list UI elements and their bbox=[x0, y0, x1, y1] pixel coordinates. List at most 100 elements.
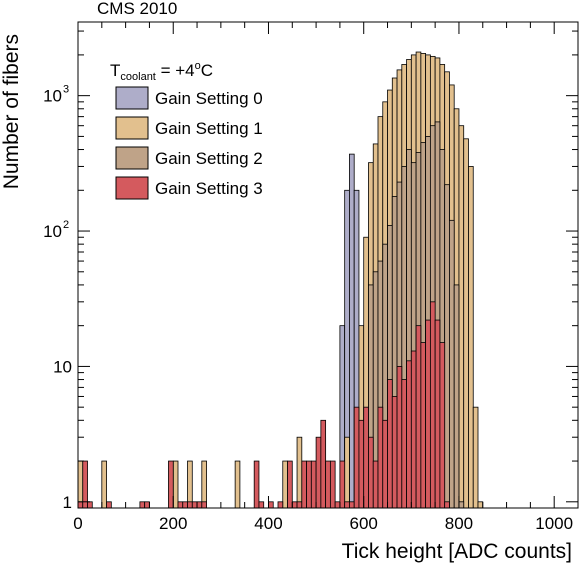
x-tick-label: 0 bbox=[73, 514, 82, 533]
histogram-bin bbox=[82, 460, 88, 509]
histogram-bin bbox=[201, 460, 207, 509]
legend-swatch bbox=[115, 146, 149, 170]
histogram-bin bbox=[329, 460, 336, 509]
histogram-bin bbox=[429, 301, 436, 509]
histogram-bin bbox=[234, 460, 241, 509]
chart-header: CMS 2010 bbox=[97, 0, 177, 18]
histogram-bin bbox=[334, 501, 341, 509]
histogram-bin bbox=[425, 319, 431, 509]
histogram-bin bbox=[177, 501, 184, 509]
plot-frame bbox=[77, 21, 579, 509]
y-tick-exponent: 3 bbox=[63, 84, 69, 96]
x-tick-label: 400 bbox=[254, 514, 282, 533]
histogram-bin bbox=[387, 379, 393, 509]
histogram-bin bbox=[344, 436, 350, 509]
histogram-bin bbox=[372, 460, 379, 509]
histogram-bin bbox=[187, 460, 193, 509]
y-tick-label: 10 bbox=[43, 87, 62, 106]
legend-item: Gain Setting 2 bbox=[115, 146, 263, 170]
axis-ticks bbox=[77, 22, 579, 508]
histogram-bin bbox=[306, 460, 312, 509]
histogram-bin bbox=[344, 501, 350, 509]
histogram-bin bbox=[287, 460, 293, 509]
legend-swatch bbox=[115, 86, 149, 110]
histogram-bin bbox=[191, 501, 198, 509]
histogram-bin bbox=[339, 460, 346, 509]
histogram-bin bbox=[349, 501, 355, 509]
histogram-bin bbox=[282, 460, 288, 509]
histogram-bin bbox=[296, 436, 303, 509]
x-axis-label: Tick height [ADC counts] bbox=[342, 540, 572, 563]
histogram-bin bbox=[363, 406, 369, 509]
histogram-bars bbox=[77, 51, 484, 509]
histogram-bin bbox=[182, 501, 188, 509]
histogram-bin bbox=[449, 219, 455, 509]
histogram-bin bbox=[458, 125, 465, 509]
legend-label: Gain Setting 2 bbox=[155, 149, 263, 168]
histogram-bin bbox=[410, 350, 417, 509]
histogram-bin bbox=[406, 360, 412, 509]
histogram-bin bbox=[77, 501, 84, 509]
legend-item: Gain Setting 3 bbox=[115, 176, 263, 200]
y-tick-exponent: 2 bbox=[63, 219, 69, 231]
histogram-bin bbox=[101, 460, 107, 509]
histogram-bin bbox=[463, 138, 469, 509]
histogram-bin bbox=[358, 419, 365, 509]
histogram-bin bbox=[368, 436, 374, 509]
histogram-bin bbox=[310, 460, 317, 509]
x-tick-label: 600 bbox=[350, 514, 378, 533]
histogram-bin bbox=[301, 460, 307, 509]
histogram-bin bbox=[168, 460, 174, 509]
histogram-bin bbox=[77, 460, 84, 509]
histogram-bin bbox=[315, 436, 322, 509]
legend-item: Gain Setting 1 bbox=[115, 116, 263, 140]
histogram-bin bbox=[253, 460, 260, 509]
histogram-bin bbox=[187, 501, 193, 509]
histogram-bin bbox=[468, 166, 474, 509]
histogram-bin bbox=[320, 419, 327, 509]
histogram-bin bbox=[268, 501, 274, 509]
histogram-bin bbox=[434, 319, 441, 509]
y-tick-label: 1 bbox=[63, 493, 72, 512]
x-tick-labels: 0 200 400 600 800 1000 bbox=[73, 514, 573, 533]
series-3 bbox=[77, 301, 450, 509]
histogram-bin bbox=[291, 501, 298, 509]
histogram-bin bbox=[172, 460, 179, 509]
histogram-bin bbox=[349, 153, 355, 509]
histogram-bin bbox=[444, 501, 450, 509]
legend-title: Tcoolant = +4oC bbox=[110, 60, 213, 83]
histogram-bin bbox=[444, 184, 450, 509]
histogram-bin bbox=[106, 501, 112, 509]
histogram-bin bbox=[353, 406, 360, 509]
histogram-bin bbox=[296, 501, 303, 509]
x-tick-label: 800 bbox=[445, 514, 473, 533]
histogram-bin bbox=[420, 342, 427, 509]
histogram-bin bbox=[196, 501, 203, 509]
histogram-bin bbox=[87, 501, 93, 509]
histogram-bin bbox=[382, 419, 388, 509]
histogram-bin bbox=[439, 342, 446, 509]
histogram-bin bbox=[144, 501, 150, 509]
histogram-bin bbox=[325, 460, 331, 509]
legend: Tcoolant = +4oC Gain Setting 0 Gain Setti… bbox=[110, 60, 263, 200]
histogram-bin bbox=[401, 379, 407, 509]
histogram-bin bbox=[472, 406, 479, 509]
y-tick-label: 10 bbox=[43, 222, 62, 241]
histogram-bin bbox=[277, 501, 284, 509]
x-tick-label: 200 bbox=[159, 514, 187, 533]
histogram-bin bbox=[258, 501, 265, 509]
histogram-bin bbox=[477, 501, 484, 509]
histogram-bin bbox=[458, 501, 465, 509]
histogram-bin bbox=[377, 406, 384, 509]
legend-label: Gain Setting 3 bbox=[155, 179, 263, 198]
legend-label: Gain Setting 1 bbox=[155, 119, 263, 138]
histogram-bin bbox=[415, 325, 422, 509]
histogram-bin bbox=[396, 366, 403, 509]
histogram-bin bbox=[201, 501, 207, 509]
histogram-bin bbox=[139, 501, 146, 509]
legend-item: Gain Setting 0 bbox=[115, 86, 263, 110]
x-tick-label: 1000 bbox=[535, 514, 573, 533]
histogram-bin bbox=[391, 396, 398, 509]
